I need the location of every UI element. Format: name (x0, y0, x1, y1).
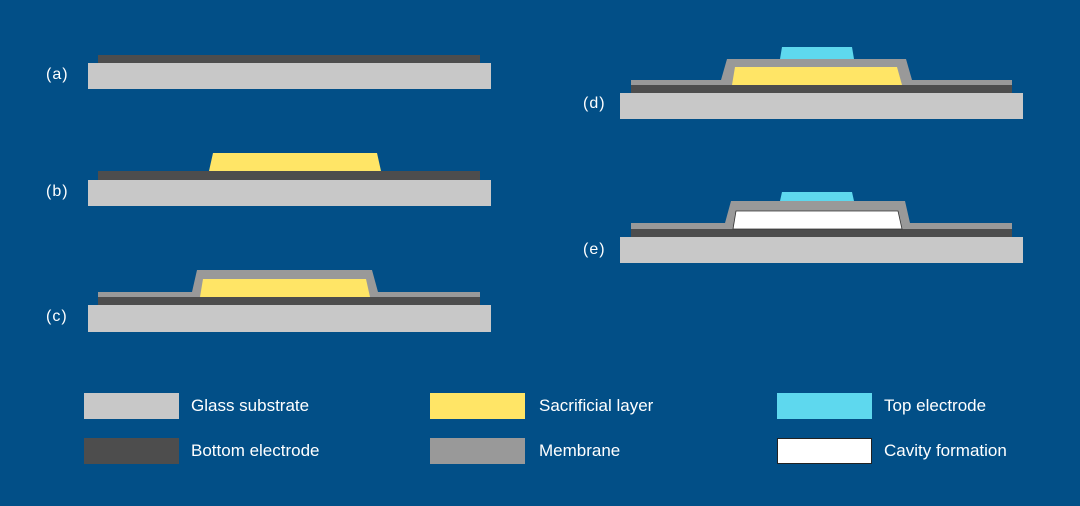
legend-label-glass-substrate: Glass substrate (191, 396, 310, 415)
legend-swatch-cavity-formation (777, 438, 872, 464)
bottom-electrode (631, 229, 1012, 237)
step-label-a: (a) (46, 66, 69, 83)
step-e-stack (620, 192, 1023, 263)
step-label-b: (b) (46, 183, 69, 200)
top-electrode (780, 47, 854, 59)
legend-label-top-electrode: Top electrode (884, 396, 987, 415)
glass-substrate (620, 93, 1023, 119)
glass-substrate (88, 305, 491, 332)
bottom-electrode (631, 85, 1012, 93)
glass-substrate (620, 237, 1023, 263)
legend-swatch-membrane (430, 438, 525, 464)
sacrificial-layer (200, 279, 370, 297)
legend-swatch-top-electrode (777, 393, 872, 419)
bottom-electrode (98, 55, 480, 63)
glass-substrate (88, 63, 491, 89)
sacrificial-layer (209, 153, 381, 171)
legend-label-membrane: Membrane (539, 441, 621, 460)
step-d-stack (620, 47, 1023, 119)
legend-swatch-sacrificial-layer (430, 393, 525, 419)
legend-swatch-bottom-electrode (84, 438, 179, 464)
legend-swatch-glass-substrate (84, 393, 179, 419)
step-b-stack (88, 153, 491, 206)
cavity (732, 210, 903, 230)
glass-substrate (88, 180, 491, 206)
legend-label-cavity-formation: Cavity formation (884, 441, 1007, 460)
step-c-stack (88, 270, 491, 332)
sacrificial-layer (732, 67, 902, 85)
legend-label-sacrificial-layer: Sacrificial layer (539, 396, 654, 415)
step-label-e: (e) (583, 241, 606, 258)
step-a-stack (88, 55, 491, 89)
bottom-electrode (98, 297, 480, 305)
step-label-d: (d) (583, 95, 606, 112)
step-label-c: (c) (46, 308, 68, 325)
top-electrode (780, 192, 854, 201)
legend-label-bottom-electrode: Bottom electrode (191, 441, 320, 460)
bottom-electrode (98, 171, 480, 180)
